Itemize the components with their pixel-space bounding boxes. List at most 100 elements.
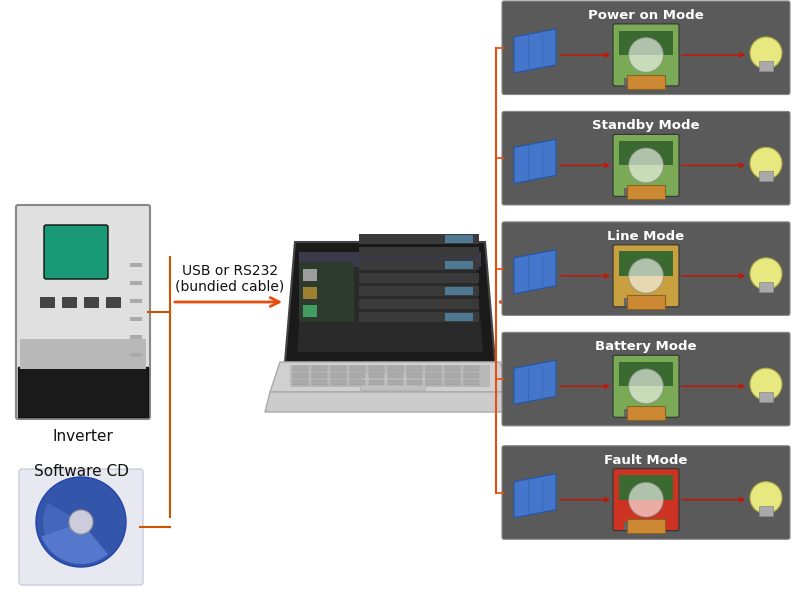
Polygon shape: [297, 252, 483, 352]
Circle shape: [629, 38, 663, 72]
Bar: [464, 373, 479, 378]
FancyBboxPatch shape: [613, 134, 679, 196]
Bar: [359, 312, 479, 322]
Bar: [624, 409, 627, 417]
Bar: [445, 261, 473, 269]
Bar: [426, 366, 441, 371]
Bar: [426, 373, 441, 378]
Circle shape: [629, 482, 663, 517]
Bar: [445, 287, 473, 295]
Bar: [445, 373, 460, 378]
FancyBboxPatch shape: [613, 245, 679, 307]
FancyBboxPatch shape: [502, 333, 790, 426]
Circle shape: [750, 258, 782, 290]
Text: Power on Mode: Power on Mode: [588, 9, 704, 22]
Bar: [359, 273, 479, 283]
Bar: [759, 392, 773, 402]
Polygon shape: [265, 392, 515, 412]
Polygon shape: [514, 29, 556, 73]
Bar: [407, 380, 422, 385]
Bar: [464, 380, 479, 385]
Bar: [627, 75, 665, 88]
Bar: [331, 366, 346, 371]
Bar: [84, 297, 98, 307]
Bar: [369, 373, 384, 378]
Circle shape: [629, 369, 663, 404]
Bar: [627, 296, 665, 309]
Bar: [130, 299, 142, 303]
Bar: [299, 262, 354, 322]
Bar: [759, 282, 773, 292]
Bar: [624, 188, 627, 196]
Bar: [445, 235, 473, 243]
Bar: [293, 373, 308, 378]
Bar: [331, 380, 346, 385]
Text: USB or RS232
(bundied cable): USB or RS232 (bundied cable): [175, 264, 285, 294]
FancyBboxPatch shape: [16, 205, 150, 419]
Bar: [359, 299, 479, 309]
Bar: [331, 373, 346, 378]
Bar: [624, 522, 627, 530]
Bar: [407, 366, 422, 371]
Bar: [426, 380, 441, 385]
Bar: [360, 372, 425, 390]
Circle shape: [69, 510, 93, 534]
Bar: [388, 373, 403, 378]
Polygon shape: [514, 250, 556, 294]
Polygon shape: [514, 360, 556, 404]
Bar: [759, 171, 773, 181]
Wedge shape: [43, 503, 81, 535]
Bar: [312, 366, 327, 371]
Bar: [130, 317, 142, 321]
Bar: [369, 366, 384, 371]
Bar: [312, 380, 327, 385]
Bar: [359, 286, 479, 296]
Bar: [619, 251, 673, 276]
Bar: [619, 362, 673, 386]
Bar: [619, 30, 673, 55]
Polygon shape: [514, 473, 556, 518]
Bar: [130, 335, 142, 339]
Circle shape: [750, 482, 782, 513]
FancyBboxPatch shape: [19, 469, 143, 585]
Bar: [619, 141, 673, 165]
Bar: [359, 234, 479, 244]
Circle shape: [750, 37, 782, 69]
Polygon shape: [285, 242, 495, 362]
Bar: [464, 366, 479, 371]
FancyBboxPatch shape: [502, 112, 790, 205]
Bar: [350, 373, 365, 378]
Circle shape: [750, 368, 782, 400]
Bar: [62, 297, 76, 307]
Bar: [445, 313, 473, 321]
Bar: [293, 380, 308, 385]
Bar: [303, 305, 317, 317]
FancyBboxPatch shape: [613, 24, 679, 86]
Bar: [627, 185, 665, 199]
Bar: [40, 297, 54, 307]
Text: Battery Mode: Battery Mode: [595, 340, 697, 353]
Text: Software CD: Software CD: [34, 464, 129, 479]
FancyBboxPatch shape: [502, 1, 790, 94]
Bar: [106, 297, 120, 307]
Bar: [350, 366, 365, 371]
Bar: [293, 366, 308, 371]
Circle shape: [629, 148, 663, 183]
Text: Standby Mode: Standby Mode: [592, 119, 700, 133]
Bar: [407, 373, 422, 378]
Bar: [299, 252, 481, 267]
Text: Inverter: Inverter: [53, 429, 114, 444]
FancyBboxPatch shape: [613, 469, 679, 531]
Bar: [359, 260, 479, 270]
Circle shape: [750, 147, 782, 179]
FancyBboxPatch shape: [502, 222, 790, 315]
Bar: [445, 366, 460, 371]
Bar: [619, 475, 673, 500]
Bar: [303, 269, 317, 281]
Bar: [20, 339, 146, 369]
Bar: [359, 247, 479, 257]
Bar: [624, 78, 627, 85]
Bar: [18, 367, 148, 417]
Bar: [303, 287, 317, 299]
Circle shape: [629, 259, 663, 293]
